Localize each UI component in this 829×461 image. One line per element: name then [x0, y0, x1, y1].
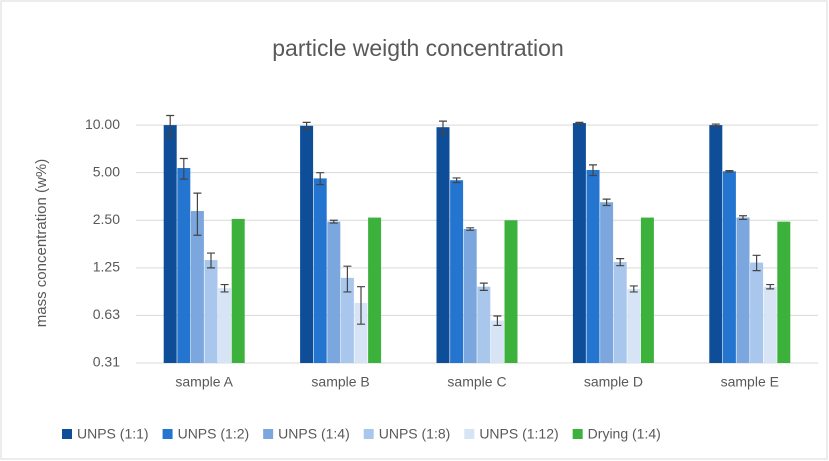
y-axis-label: mass concentration (w%): [33, 159, 50, 327]
error-bar: [193, 192, 202, 236]
error-bar: [711, 123, 720, 127]
error-bar: [466, 227, 475, 231]
error-bar: [739, 215, 747, 221]
error-bar: [629, 285, 638, 293]
bar: [504, 220, 518, 363]
legend-label: UNPS (1:4): [278, 426, 350, 442]
legend-swatch: [572, 429, 583, 439]
bar: [354, 302, 368, 363]
bar: [750, 262, 764, 363]
bar: [313, 178, 327, 363]
bar: [627, 288, 641, 363]
bar: [763, 286, 777, 363]
legend-label: UNPS (1:1): [77, 426, 149, 442]
error-bar: [207, 252, 215, 269]
bar: [736, 217, 750, 363]
bar: [600, 202, 614, 363]
chart-title: particle weigth concentration: [272, 35, 564, 61]
legend-swatch: [162, 429, 173, 439]
bar: [300, 125, 314, 363]
legend-swatch: [464, 429, 475, 439]
bar: [463, 229, 477, 363]
legend-swatch: [62, 429, 72, 439]
error-bar: [479, 282, 488, 291]
error-bar: [302, 121, 311, 130]
legend-label: Drying (1:4): [588, 426, 661, 442]
x-tick-label: sample A: [175, 374, 233, 390]
bar: [177, 168, 191, 363]
legend-swatch: [363, 429, 374, 439]
error-bar: [766, 283, 775, 290]
y-tick-label: 0.63: [93, 306, 120, 322]
legend-label: UNPS (1:8): [379, 426, 451, 442]
bar: [572, 123, 586, 363]
bar: [586, 169, 600, 363]
error-bar: [616, 258, 625, 267]
legend-swatch: [263, 429, 274, 439]
bar: [722, 171, 736, 363]
legend-label: UNPS (1:12): [479, 426, 558, 442]
legend-label: UNPS (1:2): [178, 426, 250, 442]
error-bar: [493, 315, 502, 327]
bar: [777, 221, 791, 363]
bar: [709, 125, 723, 363]
y-tick-label: 2.50: [93, 211, 120, 227]
bar: [613, 262, 627, 363]
bar: [450, 180, 464, 363]
error-bar: [357, 286, 365, 325]
bar: [327, 221, 341, 363]
x-tick-label: sample B: [311, 374, 369, 390]
bar: [477, 286, 491, 363]
bar: [231, 218, 245, 363]
y-tick-label: 1.25: [93, 259, 120, 275]
bar: [204, 260, 218, 363]
error-bar: [602, 198, 611, 207]
x-tick-label: sample C: [447, 374, 506, 390]
bar: [218, 288, 232, 363]
x-tick-label: sample D: [584, 374, 643, 390]
error-bar: [452, 177, 461, 184]
bar: [368, 217, 382, 363]
error-bar: [329, 219, 338, 224]
error-bar: [575, 121, 584, 125]
bar: [490, 320, 504, 363]
error-bar: [752, 254, 761, 272]
bar: [190, 211, 204, 363]
error-bar: [439, 120, 447, 135]
y-tick-label: 10.00: [85, 116, 120, 132]
bar: [340, 277, 354, 363]
x-tick-label: sample E: [721, 374, 779, 390]
error-bar: [166, 114, 175, 137]
bar: [640, 217, 654, 363]
y-tick-label: 5.00: [93, 163, 120, 179]
error-bar: [316, 172, 325, 186]
error-bar: [589, 164, 597, 177]
error-bar: [725, 170, 734, 173]
error-bar: [179, 157, 188, 180]
error-bar: [220, 283, 229, 293]
error-bar: [343, 265, 352, 293]
bar: [436, 127, 450, 363]
bar: [163, 125, 177, 363]
y-tick-label: 0.31: [93, 354, 120, 370]
